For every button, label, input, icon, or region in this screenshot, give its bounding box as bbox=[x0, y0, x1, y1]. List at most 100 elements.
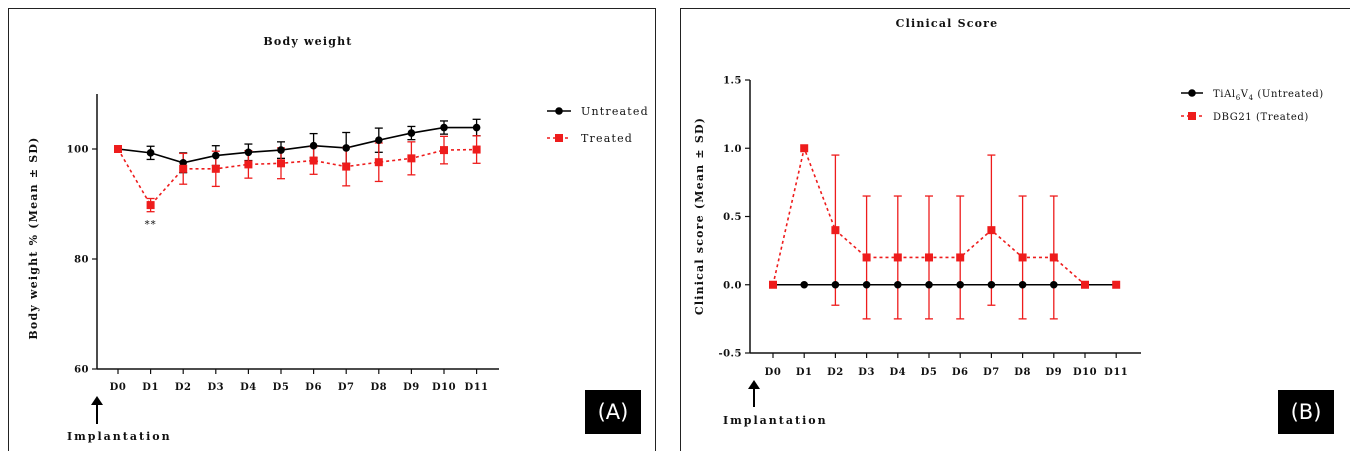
legend-marker-untreated bbox=[555, 107, 563, 115]
legend-marker-untreated bbox=[1188, 89, 1196, 97]
data-point bbox=[244, 160, 253, 169]
data-point bbox=[179, 164, 188, 173]
data-point bbox=[1049, 253, 1058, 262]
implantation-label: Implantation bbox=[67, 430, 172, 443]
x-tick-label: D3 bbox=[858, 367, 875, 378]
x-tick-label: D4 bbox=[889, 367, 906, 378]
x-tick-label: D1 bbox=[142, 382, 159, 393]
legend: TiAl6V4 (Untreated) DBG21 (Treated) bbox=[1181, 89, 1324, 123]
panel-badge: (B) bbox=[1278, 390, 1334, 434]
x-tick-label: D10 bbox=[1073, 367, 1097, 378]
data-point bbox=[407, 154, 416, 163]
data-point bbox=[440, 123, 448, 132]
legend-label-untreated: TiAl6V4 (Untreated) bbox=[1213, 89, 1324, 102]
data-point bbox=[375, 136, 383, 144]
data-point bbox=[987, 280, 996, 289]
data-point bbox=[893, 253, 902, 262]
implantation-arrow bbox=[91, 396, 103, 424]
x-tick-label: D0 bbox=[110, 382, 127, 393]
data-point bbox=[244, 148, 253, 157]
plot-area: -0.5 0.0 0.5 1.0 1.5 D0 D1 D2 D3 D4 D5 D6 D7 D8 D9 D10 D… bbox=[718, 76, 1128, 379]
data-point bbox=[1018, 253, 1027, 262]
chart-title: Body weight bbox=[263, 35, 352, 48]
y-axis-label: Clinical score (Mean ± SD) bbox=[693, 117, 706, 315]
x-tick-label: D5 bbox=[921, 367, 938, 378]
y-tick-label: 1.5 bbox=[723, 76, 742, 87]
series-line bbox=[117, 126, 477, 164]
data-point bbox=[114, 145, 122, 153]
y-tick-label: 0.5 bbox=[723, 212, 742, 223]
data-point bbox=[342, 144, 351, 152]
x-tick-label: D7 bbox=[983, 367, 1000, 378]
data-point bbox=[342, 162, 351, 171]
data-point bbox=[472, 123, 481, 132]
data-point bbox=[831, 280, 840, 289]
data-point bbox=[211, 164, 220, 173]
data-point bbox=[987, 226, 996, 235]
data-point bbox=[407, 129, 416, 137]
y-tick-label: 60 bbox=[74, 365, 89, 376]
series-line bbox=[772, 145, 1117, 286]
x-tick-label: D9 bbox=[403, 382, 420, 393]
legend-marker-treated bbox=[1188, 112, 1196, 120]
data-point bbox=[1112, 280, 1121, 289]
panel-b: Clinical Score Clinical score (Mean ± SD… bbox=[680, 8, 1350, 451]
x-tick-label: D10 bbox=[432, 382, 456, 393]
x-tick-label: D6 bbox=[952, 367, 969, 378]
data-point bbox=[862, 280, 871, 289]
data-point bbox=[472, 145, 481, 154]
data-point bbox=[769, 280, 777, 289]
x-tick-label: D3 bbox=[207, 382, 224, 393]
x-tick-label: D5 bbox=[273, 382, 290, 393]
data-point bbox=[956, 253, 965, 262]
data-point bbox=[1081, 280, 1089, 289]
x-tick-label: D4 bbox=[240, 382, 257, 393]
data-point bbox=[309, 141, 318, 150]
significance-annotation: ** bbox=[145, 220, 157, 231]
data-point bbox=[800, 144, 809, 153]
data-point bbox=[1018, 280, 1027, 289]
y-tick-label: -0.5 bbox=[718, 349, 742, 360]
x-tick-label: D6 bbox=[305, 382, 322, 393]
y-tick-label: 1.0 bbox=[723, 144, 742, 155]
data-point bbox=[277, 159, 285, 168]
data-point bbox=[925, 253, 933, 262]
data-point bbox=[925, 280, 933, 289]
plot-area: 60 80 100 D0 D1 D2 D3 D4 D5 D6 D7 D8 D9 D10 D11 ** bbox=[67, 118, 489, 393]
x-tick-label: D11 bbox=[465, 382, 489, 393]
y-tick-label: 0.0 bbox=[723, 280, 742, 291]
body-weight-chart: Body weight Body weight % (Mean ± SD) 60… bbox=[27, 35, 649, 443]
implantation-label: Implantation bbox=[723, 414, 828, 427]
panel-a: Body weight Body weight % (Mean ± SD) 60… bbox=[8, 8, 656, 451]
legend-marker-treated bbox=[555, 134, 563, 142]
chart-title: Clinical Score bbox=[896, 17, 999, 30]
data-point bbox=[862, 253, 871, 262]
data-point bbox=[212, 151, 220, 160]
legend-label-treated: DBG21 (Treated) bbox=[1213, 112, 1309, 123]
data-point bbox=[146, 149, 155, 157]
clinical-score-chart: Clinical Score Clinical score (Mean ± SD… bbox=[693, 17, 1324, 427]
x-tick-label: D7 bbox=[338, 382, 355, 393]
x-tick-label: D2 bbox=[827, 367, 844, 378]
panel-badge: (A) bbox=[585, 390, 641, 434]
data-point bbox=[831, 226, 840, 235]
arrow-up-icon bbox=[748, 380, 760, 389]
legend: Untreated Treated bbox=[547, 105, 649, 145]
x-tick-label: D1 bbox=[796, 367, 813, 378]
x-tick-label: D2 bbox=[175, 382, 192, 393]
implantation-arrow bbox=[748, 380, 760, 407]
series-line bbox=[117, 148, 477, 207]
legend-label-untreated: Untreated bbox=[581, 105, 649, 118]
y-axis-label: Body weight % (Mean ± SD) bbox=[27, 136, 40, 339]
data-point bbox=[440, 146, 448, 155]
x-tick-label: D8 bbox=[1014, 367, 1031, 378]
data-point bbox=[277, 146, 285, 154]
x-tick-label: D0 bbox=[765, 367, 782, 378]
legend-label-treated: Treated bbox=[581, 132, 633, 145]
y-tick-label: 80 bbox=[74, 255, 89, 266]
arrow-up-icon bbox=[91, 396, 103, 405]
x-tick-label: D11 bbox=[1104, 367, 1128, 378]
data-point bbox=[956, 280, 964, 289]
data-point bbox=[894, 280, 902, 289]
data-point bbox=[179, 158, 187, 167]
